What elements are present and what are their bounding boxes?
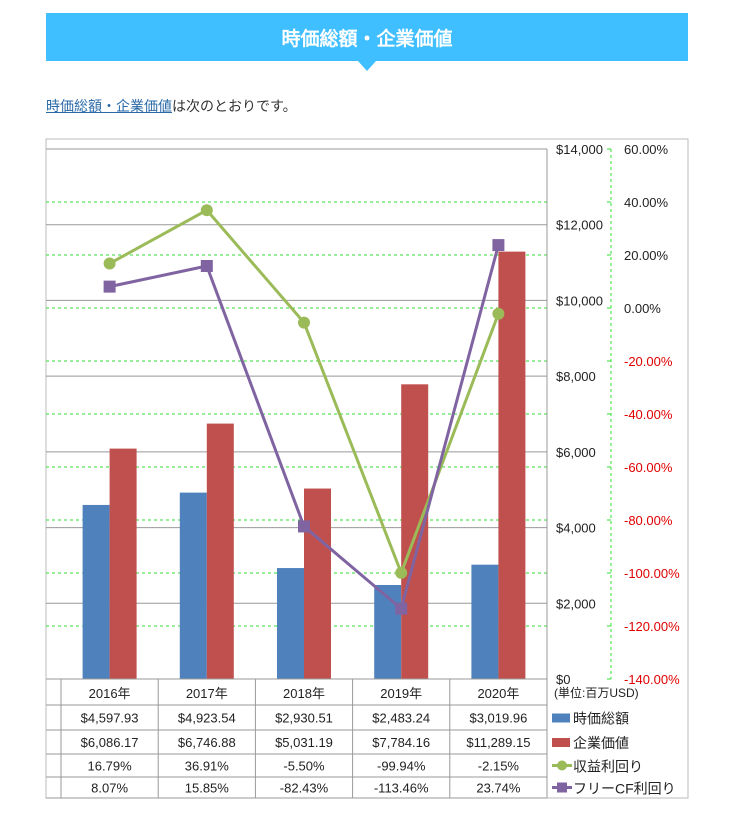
right-axis-tick: 60.00% [624, 142, 669, 157]
legend-label: 時価総額 [573, 711, 629, 727]
bar-enterprise-value [206, 423, 234, 679]
category-label: 2019年 [380, 686, 422, 701]
data-cell: $11,289.15 [466, 735, 530, 750]
point-fcf-yield [492, 239, 505, 252]
point-fcf-yield [298, 520, 310, 533]
left-axis-tick: $0 [556, 672, 570, 687]
left-axis-tick: $4,000 [556, 521, 596, 536]
legend-swatch [552, 713, 570, 723]
category-label: 2017年 [186, 686, 228, 701]
left-axis-tick: $10,000 [556, 293, 603, 308]
data-cell: $6,086.17 [81, 735, 139, 750]
intro-link[interactable]: 時価総額・企業価値 [46, 99, 172, 115]
right-axis-tick: 20.00% [624, 248, 669, 263]
data-cell: $3,019.96 [469, 711, 527, 726]
data-cell: -99.94% [377, 759, 426, 774]
data-cell: $2,483.24 [372, 711, 430, 726]
data-cell: $2,930.51 [275, 711, 333, 726]
data-cell: 15.85% [185, 781, 230, 796]
right-axis-tick: -20.00% [624, 354, 673, 369]
point-earnings-yield [492, 307, 505, 320]
section-title: 時価総額・企業価値 [281, 27, 453, 50]
left-axis-tick: $12,000 [556, 218, 603, 233]
unit-label: (単位:百万USD) [554, 685, 639, 700]
data-cell: $7,784.16 [372, 735, 430, 750]
point-earnings-yield [395, 566, 408, 579]
intro-suffix: は次のとおりです。 [172, 99, 297, 115]
point-fcf-yield [103, 280, 116, 293]
data-cell: 23.74% [476, 781, 521, 796]
left-axis-tick: $6,000 [556, 445, 596, 460]
section-title-banner: 時価総額・企業価値 [46, 13, 688, 71]
category-label: 2016年 [89, 686, 131, 701]
data-cell: -113.46% [374, 781, 429, 796]
right-axis-tick: -100.00% [624, 566, 680, 581]
data-cell: -82.43% [280, 781, 329, 796]
bar-market-cap [179, 492, 207, 679]
data-cell: -2.15% [478, 759, 520, 774]
data-cell: 36.91% [185, 759, 230, 774]
right-axis-tick: 40.00% [624, 195, 669, 210]
right-axis-tick: -40.00% [624, 407, 673, 422]
bar-enterprise-value [401, 384, 429, 679]
bar-enterprise-value [304, 488, 331, 679]
left-axis-tick: $2,000 [556, 596, 596, 611]
bar-enterprise-value [109, 448, 137, 679]
right-axis-tick: -60.00% [624, 460, 673, 475]
legend-label: フリーCF利回り [573, 781, 676, 797]
point-fcf-yield [395, 602, 408, 615]
bar-enterprise-value [498, 251, 526, 679]
bar-market-cap [277, 568, 304, 679]
data-cell: 16.79% [88, 759, 133, 774]
legend-label: 企業価値 [573, 735, 629, 751]
legend-marker [557, 760, 567, 771]
bar-market-cap [374, 584, 402, 679]
left-axis-tick: $8,000 [556, 369, 596, 384]
point-earnings-yield [298, 316, 310, 329]
legend-marker [557, 782, 567, 793]
legend-swatch [552, 738, 570, 747]
data-cell: $5,031.19 [275, 735, 333, 750]
right-axis-tick: 0.00% [624, 301, 661, 316]
point-fcf-yield [200, 259, 213, 272]
category-label: 2018年 [283, 686, 325, 701]
point-earnings-yield [200, 204, 213, 217]
intro-text: 時価総額・企業価値は次のとおりです。 [46, 96, 297, 116]
data-cell: 8.07% [91, 781, 128, 796]
bar-market-cap [82, 504, 110, 679]
bar-market-cap [471, 564, 499, 679]
legend-label: 収益利回り [573, 759, 643, 775]
category-label: 2020年 [477, 686, 519, 701]
left-axis-tick: $14,000 [556, 142, 603, 157]
data-cell: $4,923.54 [178, 711, 236, 726]
data-cell: $6,746.88 [178, 735, 236, 750]
data-cell: -5.50% [283, 759, 325, 774]
right-axis-tick: -140.00% [624, 672, 680, 687]
right-axis-tick: -80.00% [624, 513, 673, 528]
right-axis-tick: -120.00% [624, 619, 680, 634]
data-cell: $4,597.93 [81, 711, 139, 726]
point-earnings-yield [103, 257, 116, 270]
